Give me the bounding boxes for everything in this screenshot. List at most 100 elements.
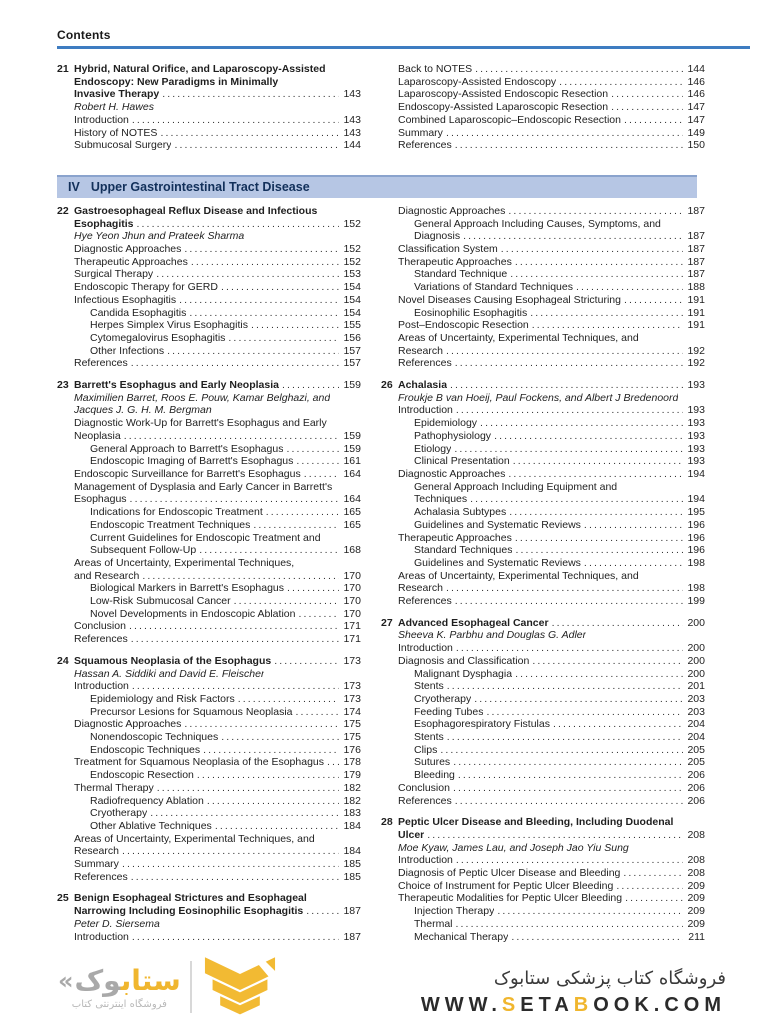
dot-leader [446,127,683,140]
page-number: 157 [343,344,361,357]
page-number: 152 [343,255,361,268]
dot-leader [132,680,339,693]
page-number: 146 [687,75,705,88]
page-number: 206 [687,794,705,807]
section-numeral: IV [68,180,80,195]
entry-label: Thermal Therapy [74,781,154,794]
entry-label: References [74,870,128,883]
toc-entry-row: Endoscopic Imaging of Barrett's Esophagu… [57,455,361,468]
toc-entry-row: References 157 [57,357,361,370]
entry-label: Barrett's Esophagus and Early Neoplasia [74,379,279,392]
url-gold-part: B [573,994,594,1016]
toc-entry-row: Novel Developments in Endoscopic Ablatio… [57,608,361,621]
page-number: 149 [687,126,705,139]
toc-chapter-block: 22 Gastroesophageal Reflux Disease and In… [57,205,361,370]
dot-leader [221,731,339,744]
toc-chapter-title-row: 24 Squamous Neoplasia of the Esophagus 173 [57,655,361,668]
page-number: 173 [343,654,361,667]
page-number: 193 [687,455,705,468]
toc-entry-row: Laparoscopy-Assisted Endoscopic Resectio… [381,88,705,101]
dot-leader [486,706,683,719]
toc-entry-row: Choice of Instrument for Peptic Ulcer Bl… [381,880,705,893]
toc-entry-row: Low-Risk Submucosal Cancer 170 [57,595,361,608]
entry-label: Diagnosis of Peptic Ulcer Disease and Bl… [398,867,621,880]
chapter-number: 26 [381,379,393,392]
page-number: 182 [343,781,361,794]
page-number: 170 [343,569,361,582]
entry-label: Peptic Ulcer Disease and Bleeding, Inclu… [398,816,674,829]
toc-entry-row: Diagnostic Approaches 187 [381,205,705,218]
entry-label: Endoscopic Imaging of Barrett's Esophagu… [90,455,294,468]
entry-label: Benign Esophageal Strictures and Esophag… [74,892,307,905]
entry-label: Cytomegalovirus Esophagitis [90,331,226,344]
toc-chapter-title-row: 26 Achalasia 193 [381,379,705,392]
page-number: 143 [343,126,361,139]
entry-label: Endoscopic Resection [90,769,194,782]
url-part: OOK.COM [593,994,726,1016]
page-number: 200 [687,667,705,680]
toc-entry-row: Research 198 [381,582,705,595]
dot-leader [440,744,683,757]
store-url[interactable]: WWW.SETABOOK.COM [421,994,726,1017]
toc-text-row: Sheeva K. Parbhu and Douglas G. Adler [381,629,705,642]
page-number: 193 [687,442,705,455]
dot-leader [625,892,683,905]
dot-leader [515,256,683,269]
toc-entry-row: Endoscopic Therapy for GERD 154 [57,281,361,294]
dot-leader [552,617,683,630]
toc-entry-row: Cytomegalovirus Esophagitis 156 [57,332,361,345]
setabook-logo[interactable]: « ستابوک فروشگاه اینترنتی کتاب [58,955,279,1019]
page-number: 204 [687,731,705,744]
toc-entry-row: Introduction 193 [381,404,705,417]
logo-divider [189,961,192,1013]
entry-label: Guidelines and Systematic Reviews [414,518,581,531]
entry-label: Diagnosis and Classification [398,654,530,667]
page-number: 193 [687,379,705,392]
toc-entry-row: Cryotherapy 183 [57,807,361,820]
toc-text-row: Maximilien Barret, Roos E. Pouw, Kamar B… [57,392,361,405]
toc-entry-row: Diagnosis 187 [381,230,705,243]
chapter-number: 24 [57,654,69,667]
page-number: 204 [687,718,705,731]
entry-label: Areas of Uncertainty, Experimental Techn… [398,331,639,344]
dot-leader [131,633,339,646]
dot-leader [137,218,339,231]
entry-label: Conclusion [74,620,126,633]
dot-leader [515,668,683,681]
chapter-number: 23 [57,379,69,392]
dot-leader [515,532,683,545]
url-part: WWW. [420,994,502,1016]
page-number: 164 [343,467,361,480]
page-number: 157 [343,357,361,370]
toc-entry-row: Achalasia Subtypes 195 [381,506,705,519]
toc-entry-row: Other Ablative Techniques 184 [57,820,361,833]
entry-label: Invasive Therapy [74,88,160,101]
page-number: 144 [687,63,705,75]
entry-label: History of NOTES [74,126,158,139]
entry-label: General Approach to Barrett's Esophagus [90,442,284,455]
page-number: 191 [687,293,705,306]
dot-leader [576,281,683,294]
entry-label: Radiofrequency Ablation [90,794,204,807]
dot-leader [132,114,339,127]
dot-leader [286,443,339,456]
toc-entry-row: Feeding Tubes 203 [381,706,705,719]
dot-leader [122,845,339,858]
entry-label: Techniques [414,493,468,506]
toc-entry-row: Etiology 193 [381,443,705,456]
toc-entry-row: Endoscopic Resection 179 [57,769,361,782]
page-number: 194 [687,467,705,480]
page-number: 192 [687,357,705,370]
toc-entry-row: Biological Markers in Barrett's Esophagu… [57,582,361,595]
toc-entry-row: Surgical Therapy 153 [57,268,361,281]
toc-text-row: Hye Yeon Jhun and Prateek Sharma [57,230,361,243]
toc-entry-row: Infectious Esophagitis 154 [57,294,361,307]
entry-label: General Approach Including Causes, Sympt… [414,217,661,230]
toc-entry-row: Other Infections 157 [57,345,361,358]
page-number: 205 [687,756,705,769]
dot-leader [234,595,339,608]
page-number: 170 [343,582,361,595]
entry-label: Etiology [414,442,452,455]
store-title: فروشگاه کتاب پزشکی ستابوک [493,968,726,989]
setabook-chevron-emblem-icon [204,955,278,1015]
